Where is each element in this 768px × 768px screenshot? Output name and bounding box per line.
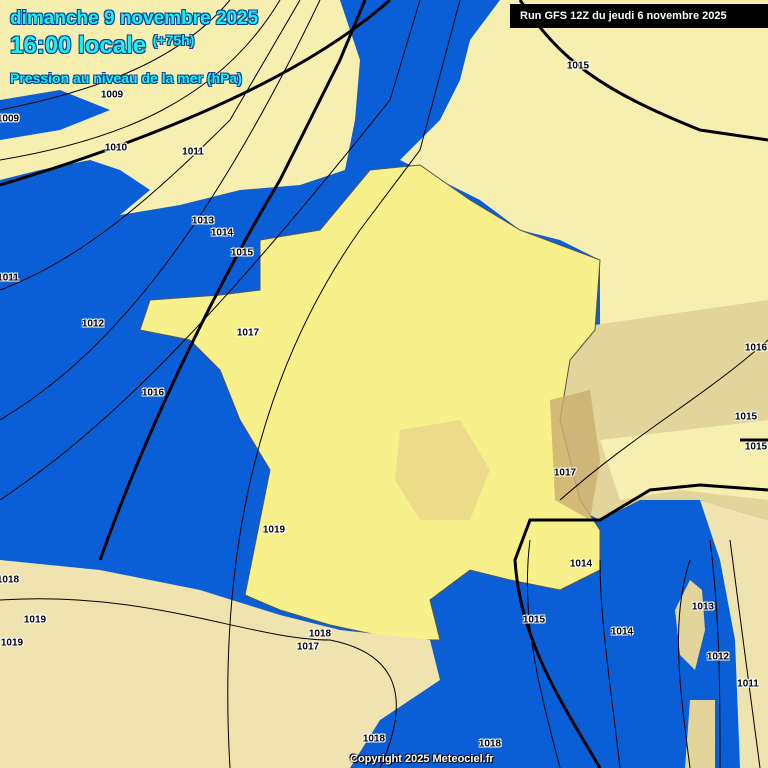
land-po-plain: [600, 420, 768, 500]
isobar-label: 1017: [296, 641, 320, 653]
isobar-label: 1011: [0, 272, 19, 284]
isobar-label: 1018: [478, 738, 502, 750]
isobar-label: 1018: [0, 574, 20, 586]
land-iberia: [0, 560, 440, 768]
land-corsica: [675, 580, 705, 670]
isobar-label: 1010: [104, 142, 128, 154]
relief-french-alps: [550, 390, 600, 520]
forecast-time: 16:00 locale (+75h): [10, 32, 194, 60]
isobar-label: 1019: [262, 524, 286, 536]
isobar-label: 1011: [737, 678, 759, 690]
isobar-label: 1015: [522, 614, 546, 626]
isobar-label: 1015: [744, 441, 768, 453]
land-great-britain: [0, 0, 360, 215]
isobar-label: 1013: [691, 601, 715, 613]
isobar-label: 1016: [744, 342, 768, 354]
isobar-label: 1012: [706, 651, 730, 663]
isobar-label: 1009: [100, 89, 124, 101]
copyright: Copyright 2025 Meteociel.fr: [350, 753, 494, 765]
relief-massif-central: [395, 420, 490, 520]
local-time: 16:00 locale: [10, 32, 147, 59]
parameter-label: Pression au niveau de la mer (hPa): [10, 70, 242, 86]
isobar-label: 1018: [362, 733, 386, 745]
isobar-label: 1014: [610, 626, 634, 638]
isobar-label: 1018: [308, 628, 332, 640]
model-run-label: Run GFS 12Z du jeudi 6 novembre 2025: [510, 4, 768, 28]
isobar-label: 1014: [210, 227, 234, 239]
isobar-label: 1012: [81, 318, 105, 330]
land-continent-north: [400, 0, 768, 330]
land-france: [139, 164, 601, 641]
isobar-label: 1015: [230, 247, 254, 259]
isobar-label: 1016: [141, 387, 165, 399]
isobar-label: 1017: [236, 327, 260, 339]
isobar-label: 1009: [0, 113, 20, 125]
isobar-label: 1019: [23, 614, 47, 626]
isobar-label: 1017: [553, 467, 577, 479]
forecast-date: dimanche 9 novembre 2025: [10, 8, 259, 29]
land-ireland-wales: [0, 90, 110, 140]
isobar-label: 1014: [569, 558, 593, 570]
isobar-label: 1019: [0, 637, 24, 649]
isobar-label: 1015: [566, 60, 590, 72]
lead-time: (+75h): [152, 32, 195, 48]
isobar-label: 1015: [734, 411, 758, 423]
isobar-label: 1011: [182, 146, 204, 158]
land-sardinia: [685, 700, 715, 768]
isobar-label: 1013: [191, 215, 215, 227]
